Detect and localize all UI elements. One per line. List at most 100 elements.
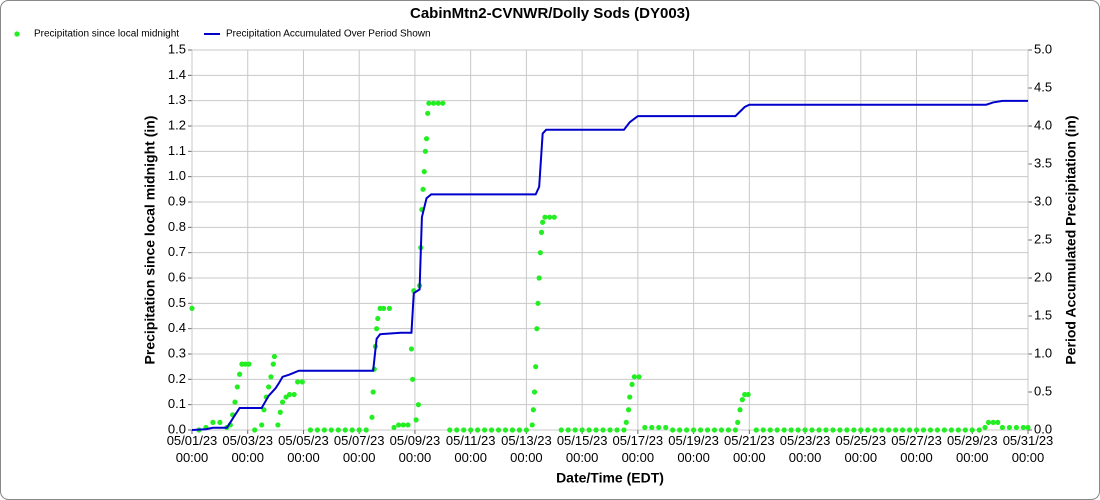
data-point xyxy=(995,419,1001,425)
data-point xyxy=(600,427,606,433)
data-point xyxy=(586,427,592,433)
y2-tick-label: 1.0 xyxy=(1034,345,1052,360)
x-tick-label: 05/25/23 00:00 xyxy=(835,433,886,465)
x-axis-label: Date/Time (EDT) xyxy=(556,470,664,486)
data-point xyxy=(210,419,216,425)
y2-tick-label: 3.0 xyxy=(1034,193,1052,208)
data-point xyxy=(976,427,982,433)
data-point xyxy=(447,427,453,433)
data-point xyxy=(534,326,540,332)
data-point xyxy=(948,427,954,433)
data-point xyxy=(781,427,787,433)
data-point xyxy=(380,305,387,311)
data-point xyxy=(547,214,553,220)
data-point xyxy=(865,427,871,433)
x-tick-label: 05/29/23 00:00 xyxy=(947,433,998,465)
data-point xyxy=(488,427,495,433)
data-point xyxy=(623,419,629,425)
data-point xyxy=(234,384,240,390)
data-point xyxy=(711,427,718,433)
y2-tick-label: 2.5 xyxy=(1034,231,1052,246)
chart-title: CabinMtn2-CVNWR/Dolly Sods (DY003) xyxy=(410,5,690,22)
data-point xyxy=(906,427,913,433)
data-point xyxy=(642,424,648,431)
data-point xyxy=(788,427,794,433)
data-point xyxy=(275,422,281,428)
y-tick-label: 0.4 xyxy=(168,320,186,335)
data-point xyxy=(537,250,543,256)
x-tick-label: 05/13/23 00:00 xyxy=(501,433,552,465)
data-point xyxy=(893,427,899,433)
data-point xyxy=(1013,424,1019,431)
data-point xyxy=(621,427,627,433)
data-point xyxy=(920,427,927,433)
data-point xyxy=(252,427,258,433)
y-tick-label: 0.1 xyxy=(168,396,186,411)
data-point xyxy=(523,427,530,433)
data-point xyxy=(259,422,265,428)
data-point xyxy=(461,427,467,433)
data-point xyxy=(405,422,411,428)
x-tick-label: 05/31/23 00:00 xyxy=(1003,433,1054,465)
x-tick-label: 05/11/23 00:00 xyxy=(446,433,496,465)
y-tick-label: 1.5 xyxy=(168,41,186,56)
data-point xyxy=(955,427,961,433)
y-tick-label: 1.2 xyxy=(168,117,186,132)
data-point xyxy=(279,399,286,405)
x-tick-label: 05/27/23 00:00 xyxy=(891,433,942,465)
data-point xyxy=(962,427,968,433)
x-tick-label: 05/07/23 00:00 xyxy=(334,433,385,465)
data-point xyxy=(725,427,732,433)
data-point xyxy=(982,424,988,431)
data-point xyxy=(795,427,801,433)
data-point xyxy=(823,427,829,433)
legend-marker xyxy=(14,31,20,37)
data-point xyxy=(607,427,613,433)
data-point xyxy=(386,305,392,311)
data-point xyxy=(1020,424,1026,431)
data-point xyxy=(270,361,276,367)
data-point xyxy=(468,427,474,433)
data-point xyxy=(542,214,548,220)
data-point xyxy=(774,427,780,433)
data-point xyxy=(732,427,739,433)
data-point xyxy=(307,427,314,433)
y2-tick-label: 5.0 xyxy=(1034,41,1052,56)
data-point xyxy=(369,414,375,420)
data-point xyxy=(551,214,557,220)
data-point xyxy=(533,364,539,370)
data-point xyxy=(237,371,243,377)
data-point xyxy=(858,427,864,433)
data-point xyxy=(536,275,542,281)
data-point xyxy=(271,353,278,360)
data-point xyxy=(299,379,305,385)
data-point xyxy=(246,361,252,367)
y2-tick-label: 0.5 xyxy=(1034,383,1052,398)
data-point xyxy=(656,424,662,431)
data-point xyxy=(737,407,743,413)
data-point xyxy=(900,427,906,433)
data-point xyxy=(872,427,878,433)
data-point xyxy=(349,427,355,433)
data-point xyxy=(509,427,516,433)
data-point xyxy=(739,397,745,403)
legend-label: Precipitation Accumulated Over Period Sh… xyxy=(226,29,431,40)
data-point xyxy=(802,427,808,433)
data-point xyxy=(217,419,223,425)
data-point xyxy=(516,427,523,433)
data-point xyxy=(356,427,362,433)
data-point xyxy=(999,424,1006,431)
data-point xyxy=(413,417,419,423)
y-tick-label: 0.7 xyxy=(168,244,186,259)
data-point xyxy=(649,424,655,431)
data-point xyxy=(314,427,320,433)
data-point xyxy=(530,407,536,413)
x-tick-label: 05/09/23 00:00 xyxy=(390,433,441,465)
data-point xyxy=(415,402,422,408)
data-point xyxy=(704,427,711,433)
data-point xyxy=(572,427,578,433)
data-point xyxy=(844,427,850,433)
data-point xyxy=(670,427,676,433)
y2-tick-label: 4.0 xyxy=(1034,117,1052,132)
data-point xyxy=(837,427,843,433)
